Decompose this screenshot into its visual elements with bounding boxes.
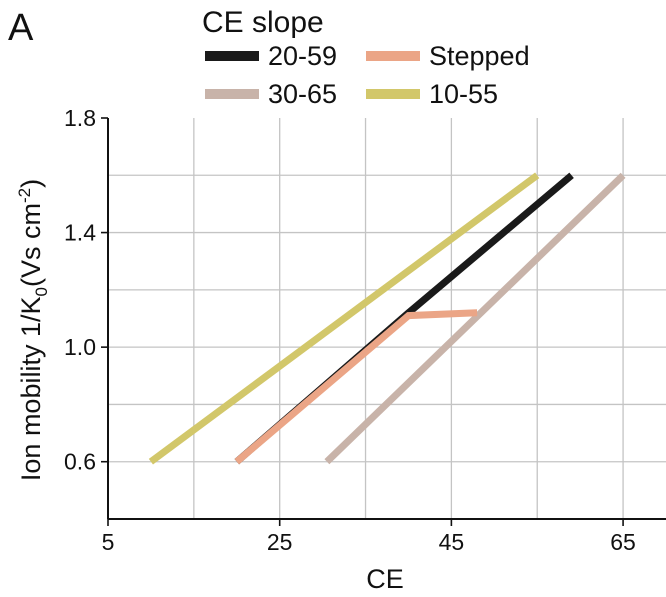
- series-layer: [148, 172, 626, 465]
- y-axis-label: Ion mobility 1/K0(Vs cm-2): [15, 179, 51, 481]
- legend-label: 30-65: [268, 79, 337, 109]
- x-tick-label: 5: [102, 529, 115, 555]
- y-axis-label-subscript: 0: [32, 287, 51, 296]
- series-line-stepped: [234, 309, 478, 465]
- y-axis-label-superscript: -2: [15, 188, 34, 203]
- x-tick-label: 45: [439, 529, 465, 555]
- y-tick-label: 1.0: [64, 334, 96, 360]
- panel-label: A: [8, 7, 34, 49]
- legend-swatch: [366, 51, 420, 61]
- y-tick-label: 1.4: [64, 220, 96, 246]
- tick-labels: 5 25 45 65 0.6 1.0 1.4 1.8: [64, 105, 636, 555]
- y-axis-label-unit-end: ): [16, 179, 46, 188]
- x-tick-label: 25: [267, 529, 293, 555]
- y-axis-label-main: Ion mobility 1/K: [16, 297, 46, 482]
- legend-swatch: [205, 89, 259, 99]
- legend-swatch: [366, 89, 420, 99]
- y-axis-label-unit: (Vs cm: [16, 203, 46, 287]
- axes: [101, 117, 666, 526]
- legend-label: 10-55: [429, 79, 498, 109]
- grid: [108, 118, 666, 519]
- legend-swatch: [205, 51, 259, 61]
- x-axis-label: CE: [366, 564, 404, 594]
- series-line-30-65: [324, 172, 626, 465]
- series-line-10-55: [148, 172, 540, 465]
- legend-title: CE slope: [202, 6, 324, 39]
- y-tick-label: 1.8: [64, 105, 96, 131]
- legend-label: 20-59: [268, 41, 337, 71]
- y-tick-label: 0.6: [64, 449, 96, 475]
- legend-label: Stepped: [429, 41, 530, 71]
- x-tick-label: 65: [610, 529, 636, 555]
- legend: 20-59 Stepped 30-65 10-55: [205, 41, 530, 109]
